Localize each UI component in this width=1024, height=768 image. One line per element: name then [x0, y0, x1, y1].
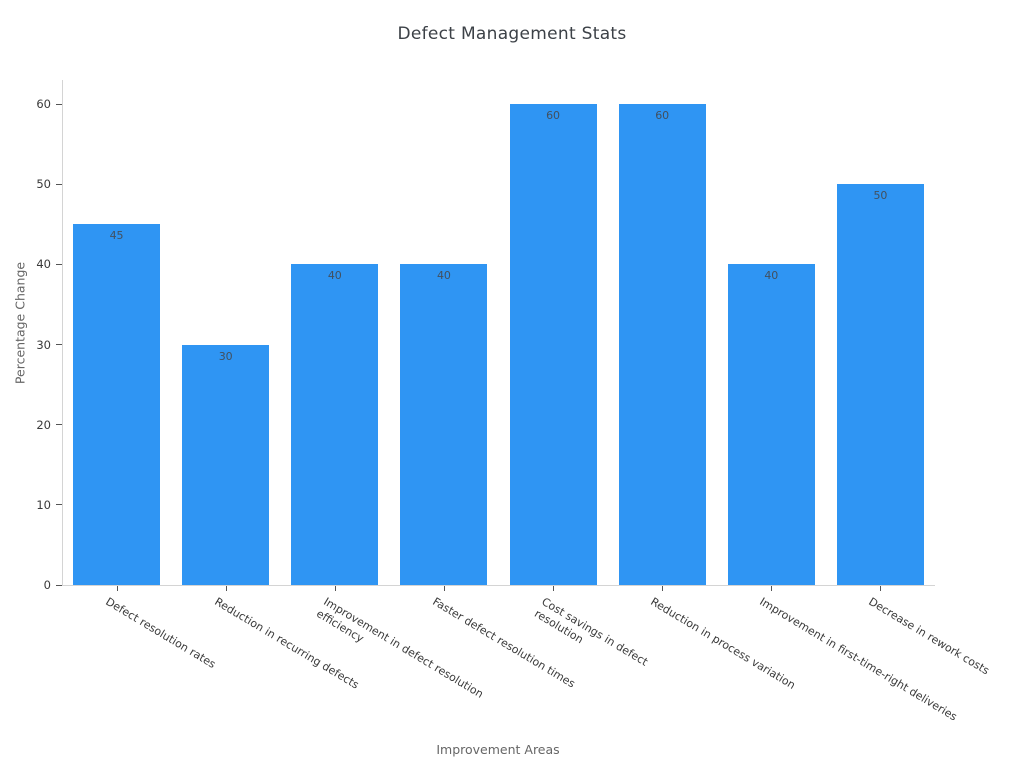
bar-value-label: 60 — [546, 109, 561, 123]
bar-value-label: 40 — [764, 269, 779, 283]
bar — [400, 264, 488, 585]
x-tick-mark — [443, 586, 445, 591]
bar-value-label: 50 — [873, 189, 888, 203]
bar — [73, 224, 161, 585]
x-tick-mark — [662, 586, 664, 591]
bar-value-label: 60 — [655, 109, 670, 123]
chart-title: Defect Management Stats — [397, 24, 627, 44]
x-tick-mark — [116, 586, 118, 591]
y-tick-mark — [56, 504, 62, 506]
y-tick-label: 10 — [36, 497, 51, 512]
bar-value-label: 40 — [436, 269, 451, 283]
x-tick-mark — [553, 586, 555, 591]
y-tick-label: 40 — [36, 257, 51, 272]
y-tick-mark — [56, 584, 62, 586]
bar-value-label: 45 — [109, 229, 124, 243]
bar — [509, 104, 597, 585]
x-axis-title: Improvement Areas — [436, 742, 560, 757]
y-tick-label: 20 — [36, 417, 51, 432]
bar — [727, 264, 815, 585]
bar-value-label: 30 — [218, 349, 233, 363]
bar — [836, 184, 924, 585]
y-tick-mark — [56, 424, 62, 426]
y-axis-line — [62, 80, 63, 585]
y-tick-mark — [56, 263, 62, 265]
y-tick-mark — [56, 103, 62, 105]
x-tick-mark — [771, 586, 773, 591]
bar — [182, 344, 270, 585]
x-tick-mark — [334, 586, 336, 591]
y-tick-mark — [56, 344, 62, 346]
bar — [291, 264, 379, 585]
y-tick-label: 50 — [36, 177, 51, 192]
x-tick-label: Improvement in first-time-right deliveri… — [757, 595, 960, 724]
y-tick-label: 60 — [36, 97, 51, 112]
y-tick-label: 30 — [36, 337, 51, 352]
x-tick-label: Defect resolution rates — [102, 595, 218, 671]
x-tick-mark — [225, 586, 227, 591]
x-tick-label: Decrease in rework costs — [866, 595, 992, 678]
bar-value-label: 40 — [327, 269, 342, 283]
y-tick-mark — [56, 183, 62, 185]
y-tick-label: 0 — [43, 578, 51, 592]
x-axis-line — [62, 585, 935, 586]
x-tick-mark — [880, 586, 882, 591]
bar — [618, 104, 706, 585]
